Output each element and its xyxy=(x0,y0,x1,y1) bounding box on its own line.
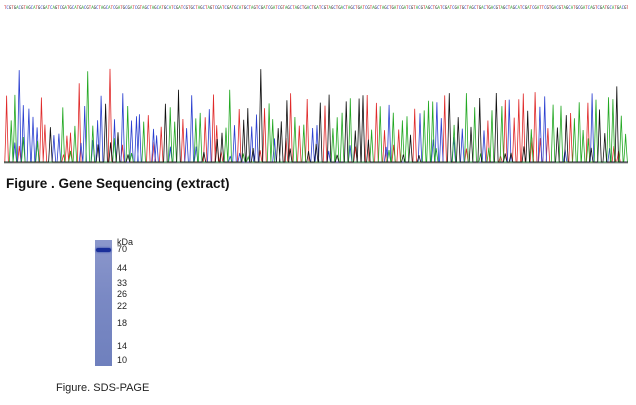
marker-label-44: 44 xyxy=(117,262,128,273)
marker-label-18: 18 xyxy=(117,318,128,329)
marker-label-10: 10 xyxy=(117,354,128,365)
marker-label-70: 70 xyxy=(117,243,128,254)
trace-G xyxy=(4,69,628,163)
marker-label-33: 33 xyxy=(117,277,128,288)
chromatogram-trace xyxy=(4,68,628,164)
trace-C xyxy=(4,70,628,163)
trace-T xyxy=(4,68,628,163)
sds-page-caption: Figure. SDS-PAGE xyxy=(56,382,150,394)
marker-label-26: 26 xyxy=(117,289,128,300)
gene-sequencing-caption: Figure . Gene Sequencing (extract) xyxy=(6,176,230,191)
marker-label-22: 22 xyxy=(117,300,128,311)
gel-lane xyxy=(95,240,112,366)
marker-label-14: 14 xyxy=(117,340,128,351)
kda-unit-label: kDa xyxy=(117,237,134,247)
sequence-strip: TCGTGACGTAGCATGCGATCAGTCGATGCATGACGTAGCT… xyxy=(4,5,628,10)
protein-band xyxy=(96,248,111,252)
